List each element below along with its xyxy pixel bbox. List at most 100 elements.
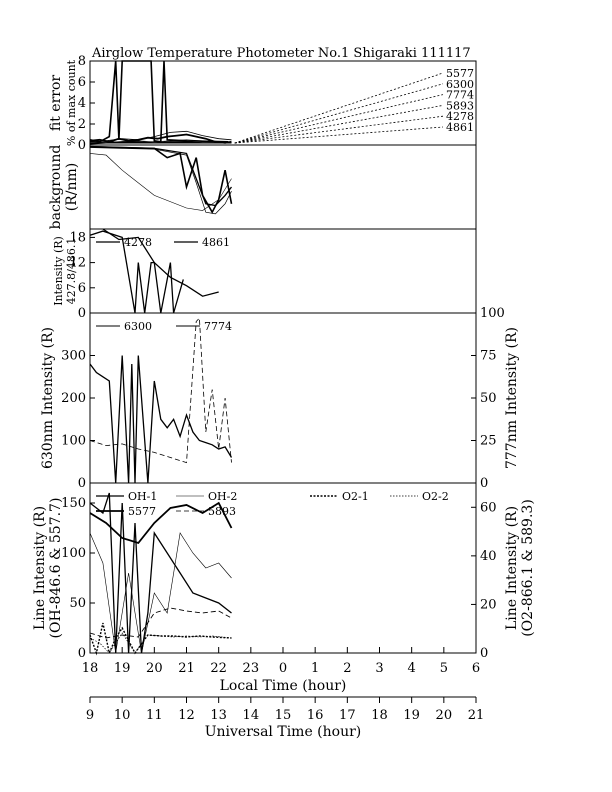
line-intensity-ticks-ticklabel: 100	[61, 546, 86, 561]
line-intensity-ylabel2: (OH-846.6 & 557.7)	[48, 498, 64, 639]
local-time-label: Local Time (hour)	[220, 678, 347, 694]
local-ticklabel: 22	[210, 661, 227, 676]
ut-label: Universal Time (hour)	[205, 724, 362, 740]
fit-error-legend-label-6300: 6300	[446, 78, 474, 91]
red-intensity-ticks-ticklabel: 100	[61, 434, 86, 449]
red-intensity-ylabel-right: 777nm Intensity (R)	[504, 327, 520, 469]
line-intensity-ticks-ticklabel: 40	[480, 549, 497, 564]
line-intensity-legend: OH-1 OH-2 O2-1 O2-2 5577 5893	[96, 490, 449, 518]
red-legend-label-7774: 7774	[204, 320, 232, 333]
red-intensity-ylabel: 630nm Intensity (R)	[40, 327, 56, 469]
fit-error-frame	[89, 60, 477, 146]
local-ticklabel: 18	[82, 661, 99, 676]
red-intensity-ticks-ticklabel: 0	[78, 476, 86, 491]
fit-error-line-5577	[89, 133, 232, 144]
fit-error-ticks-ticklabel: 0	[78, 138, 86, 153]
line-legend-label-OH-2: OH-2	[208, 490, 237, 503]
background-line-5577	[89, 145, 233, 214]
red-intensity-ticks-ticklabel: 300	[61, 349, 86, 364]
line-intensity-line-OH-1	[89, 492, 232, 654]
background-ylabel: background	[48, 145, 64, 230]
fit-error-line-7774	[89, 130, 232, 143]
fit-error-ticks-ticklabel: 8	[78, 54, 86, 69]
red-intensity-ticks: 0 100 200 300 0 25 50 75 100	[61, 306, 505, 491]
red-intensity-legend: 6300 7774	[96, 320, 232, 333]
line-intensity-ticks-ticklabel: 0	[480, 646, 488, 661]
line-intensity-ylabel-right: Line Intensity (R)	[504, 506, 520, 630]
blue-intensity-ticks: 0 6 12 18	[69, 230, 95, 321]
line-intensity-line-5577	[89, 501, 233, 545]
local-time-axis: 18 19 20 21 22 23 0 1 2 3 4 5 6	[82, 647, 480, 676]
fit-error-legend-line-6300	[234, 83, 444, 144]
fit-error-legend-label-4861: 4861	[446, 121, 474, 134]
fit-error-legend-label-5893: 5893	[446, 99, 474, 112]
fit-error-ticks-ticklabel: 4	[78, 96, 86, 111]
line-legend-label-5893: 5893	[208, 505, 236, 518]
local-ticklabel: 1	[311, 661, 319, 676]
line-intensity-ylabel: Line Intensity (R)	[32, 506, 48, 630]
local-ticklabel: 21	[178, 661, 195, 676]
fit-error-ticks: 0 2 4 6 8	[78, 54, 95, 153]
line-intensity-ticks: 0 50 100 150 0 20 40 60	[61, 496, 496, 661]
ut-ticklabel: 13	[210, 708, 227, 723]
blue-intensity-ticks-ticklabel: 18	[69, 230, 86, 245]
fit-error-legend-line-5577	[234, 72, 444, 144]
local-ticklabel: 4	[408, 661, 416, 676]
ut-ticklabel: 17	[339, 708, 356, 723]
red-intensity-ticks-ticklabel: 25	[480, 434, 497, 449]
line-intensity-panel: Line Intensity (R) (OH-846.6 & 557.7) Li…	[32, 482, 536, 661]
fit-error-legend-line-7774	[234, 94, 444, 144]
blue-intensity-ticks-ticklabel: 0	[78, 306, 86, 321]
line-intensity-ticks-ticklabel: 50	[69, 596, 86, 611]
fit-error-ylabel: fit error	[48, 75, 64, 132]
red-intensity-ticks-ticklabel: 100	[480, 306, 505, 321]
blue-intensity-series	[89, 228, 219, 314]
line-intensity-ticks-ticklabel: 20	[480, 597, 497, 612]
local-ticklabel: 6	[472, 661, 480, 676]
line-legend-label-O2-1: O2-1	[342, 490, 369, 503]
figure-title: Airglow Temperature Photometer No.1 Shig…	[91, 46, 471, 61]
background-ylabel2: (R/nm)	[64, 163, 80, 211]
fit-error-ylabel2: % of max count	[65, 59, 78, 146]
background-frame	[89, 144, 477, 230]
red-legend-label-6300: 6300	[124, 320, 152, 333]
red-intensity-ticks-ticklabel: 0	[480, 476, 488, 491]
ut-ticklabel: 15	[275, 708, 292, 723]
ut-ticklabel: 21	[468, 708, 485, 723]
ut-ticklabel: 14	[243, 708, 260, 723]
ut-ticklabel: 20	[436, 708, 453, 723]
local-ticklabel: 19	[114, 661, 131, 676]
blue-intensity-ticks-ticklabel: 12	[69, 256, 86, 271]
fit-error-line-6300	[89, 60, 229, 143]
blue-intensity-panel: Intensity (R) 427.8/486.1 0 6 12 18 4278 486…	[52, 228, 477, 321]
fit-error-legend-label-4278: 4278	[446, 110, 474, 123]
blue-intensity-legend: 4278 4861	[96, 236, 230, 249]
line-legend-label-5577: 5577	[128, 505, 156, 518]
red-intensity-line-7774	[89, 317, 232, 464]
background-panel: background (R/nm)	[48, 144, 477, 230]
background-line-6300	[89, 146, 233, 207]
ut-ticklabel: 9	[86, 708, 94, 723]
local-ticklabel: 23	[243, 661, 260, 676]
ut-ticklabel: 10	[114, 708, 131, 723]
fit-error-series	[89, 60, 232, 145]
line-legend-label-O2-2: O2-2	[422, 490, 449, 503]
line-legend-label-OH-1: OH-1	[128, 490, 157, 503]
fit-error-panel: fit error % of max count 0 2 4 6 8 557763007…	[48, 54, 477, 153]
local-ticklabel: 2	[343, 661, 351, 676]
fit-error-legend-line-4861	[234, 126, 444, 144]
local-ticklabel: 3	[375, 661, 383, 676]
fit-error-legend-line-4278	[234, 115, 444, 144]
line-intensity-ylabel-right2: (O2-866.1 & 589.3)	[520, 499, 536, 637]
background-line-5893	[89, 153, 232, 211]
red-intensity-panel: 630nm Intensity (R) 777nm Intensity (R) …	[40, 306, 520, 491]
blue-intensity-ylabel2: 427.8/486.1	[65, 238, 78, 305]
local-ticklabel: 5	[440, 661, 448, 676]
red-intensity-ticks-ticklabel: 200	[61, 391, 86, 406]
fit-error-legend-label-7774: 7774	[446, 89, 474, 102]
fit-error-ticks-ticklabel: 2	[78, 117, 86, 132]
local-ticklabel: 0	[279, 661, 287, 676]
fit-error-line-4861	[89, 142, 232, 145]
